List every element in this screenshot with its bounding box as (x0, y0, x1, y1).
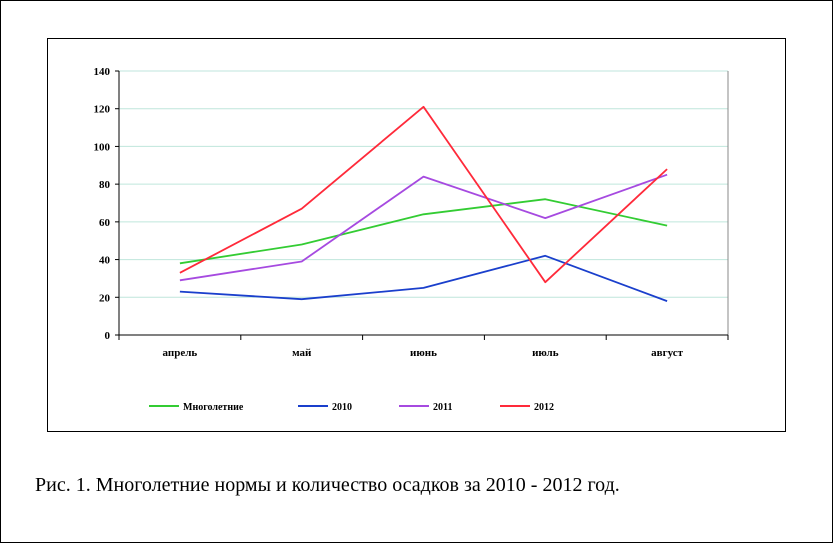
x-tick-label-3: июль (532, 347, 559, 359)
y-tick-label-120: 120 (94, 104, 111, 116)
series-line-1 (179, 254, 668, 302)
y-tick-label-60: 60 (99, 217, 111, 229)
grid-lines (119, 70, 728, 298)
line-chart: 0 20 40 60 80 100 120 140 апрель май июнь июль авгу… (94, 66, 729, 413)
y-tick-label-20: 20 (99, 292, 111, 304)
y-tick-label-100: 100 (94, 141, 111, 153)
x-tick-label-0: апрель (163, 347, 198, 359)
x-tick-label-1: май (292, 347, 312, 359)
series-line-0 (179, 198, 668, 265)
axes (115, 70, 729, 340)
legend-label-0: Многолетние (183, 402, 244, 413)
legend-label-2: 2011 (433, 402, 452, 413)
y-tick-label-0: 0 (105, 330, 111, 342)
y-tick-label-80: 80 (99, 179, 111, 191)
legend-label-3: 2012 (534, 402, 554, 413)
x-tick-label-4: август (651, 347, 683, 359)
chart-frame: 0 20 40 60 80 100 120 140 апрель май июнь июль авгу… (47, 38, 786, 432)
series-line-3 (179, 105, 668, 284)
x-tick-labels: апрель май июнь июль август (163, 347, 684, 359)
legend: Многолетние 2010 2011 2012 (149, 402, 554, 413)
series-line-2 (179, 173, 668, 282)
x-tick-label-2: июнь (410, 347, 437, 359)
series-lines (179, 105, 668, 302)
legend-label-1: 2010 (332, 402, 352, 413)
y-tick-label-140: 140 (94, 66, 111, 78)
y-tick-label-40: 40 (99, 255, 111, 267)
y-tick-labels: 0 20 40 60 80 100 120 140 (94, 66, 111, 342)
figure-caption: Рис. 1. Многолетние нормы и количество о… (35, 474, 620, 496)
